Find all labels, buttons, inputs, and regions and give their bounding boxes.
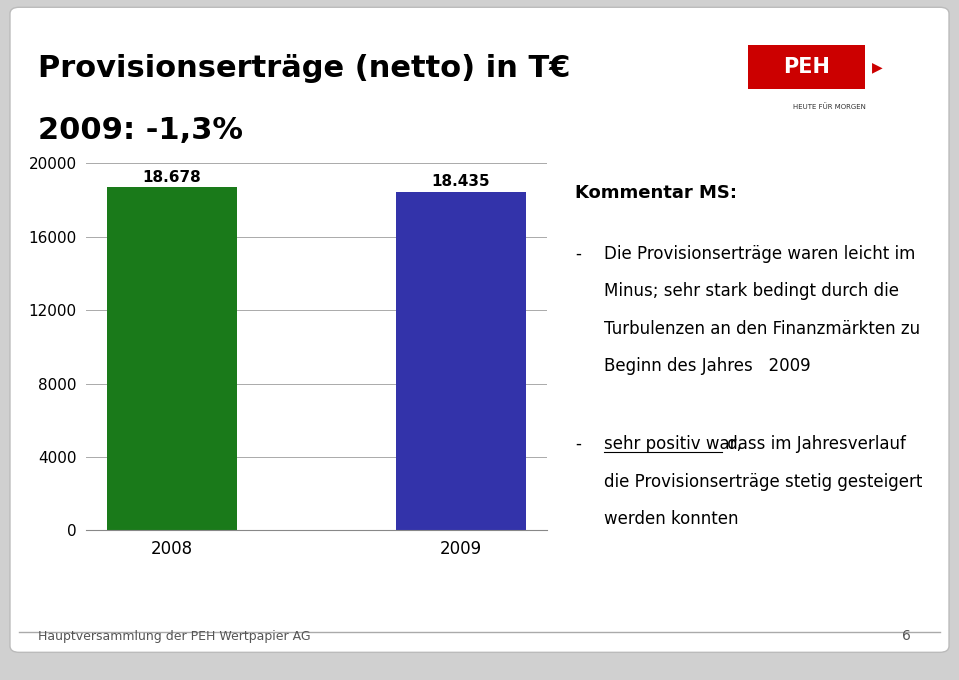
Text: 18.678: 18.678 xyxy=(143,170,201,185)
Text: 6: 6 xyxy=(902,628,911,643)
Text: -: - xyxy=(575,245,581,262)
Text: Turbulenzen an den Finanzmärkten zu: Turbulenzen an den Finanzmärkten zu xyxy=(604,320,921,337)
Text: PEH: PEH xyxy=(784,57,830,77)
Text: 2009: -1,3%: 2009: -1,3% xyxy=(38,116,244,145)
Text: -: - xyxy=(575,435,581,453)
Text: dass im Jahresverlauf: dass im Jahresverlauf xyxy=(721,435,905,453)
Text: sehr positiv war,: sehr positiv war, xyxy=(604,435,742,453)
FancyBboxPatch shape xyxy=(10,7,949,652)
FancyBboxPatch shape xyxy=(748,45,865,90)
Text: Minus; sehr stark bedingt durch die: Minus; sehr stark bedingt durch die xyxy=(604,282,900,300)
Text: 18.435: 18.435 xyxy=(432,174,490,189)
Text: ▶: ▶ xyxy=(872,60,882,74)
Text: Die Provisionserträge waren leicht im: Die Provisionserträge waren leicht im xyxy=(604,245,916,262)
Text: die Provisionserträge stetig gesteigert: die Provisionserträge stetig gesteigert xyxy=(604,473,923,490)
Text: Beginn des Jahres   2009: Beginn des Jahres 2009 xyxy=(604,357,810,375)
Text: werden konnten: werden konnten xyxy=(604,510,738,528)
Bar xyxy=(107,188,237,530)
Text: Provisionserträge (netto) in T€: Provisionserträge (netto) in T€ xyxy=(38,54,571,84)
Text: Hauptversammlung der PEH Wertpapier AG: Hauptversammlung der PEH Wertpapier AG xyxy=(38,630,311,643)
Bar xyxy=(396,192,526,530)
Text: HEUTE FÜR MORGEN: HEUTE FÜR MORGEN xyxy=(793,103,866,110)
Text: Kommentar MS:: Kommentar MS: xyxy=(575,184,737,201)
